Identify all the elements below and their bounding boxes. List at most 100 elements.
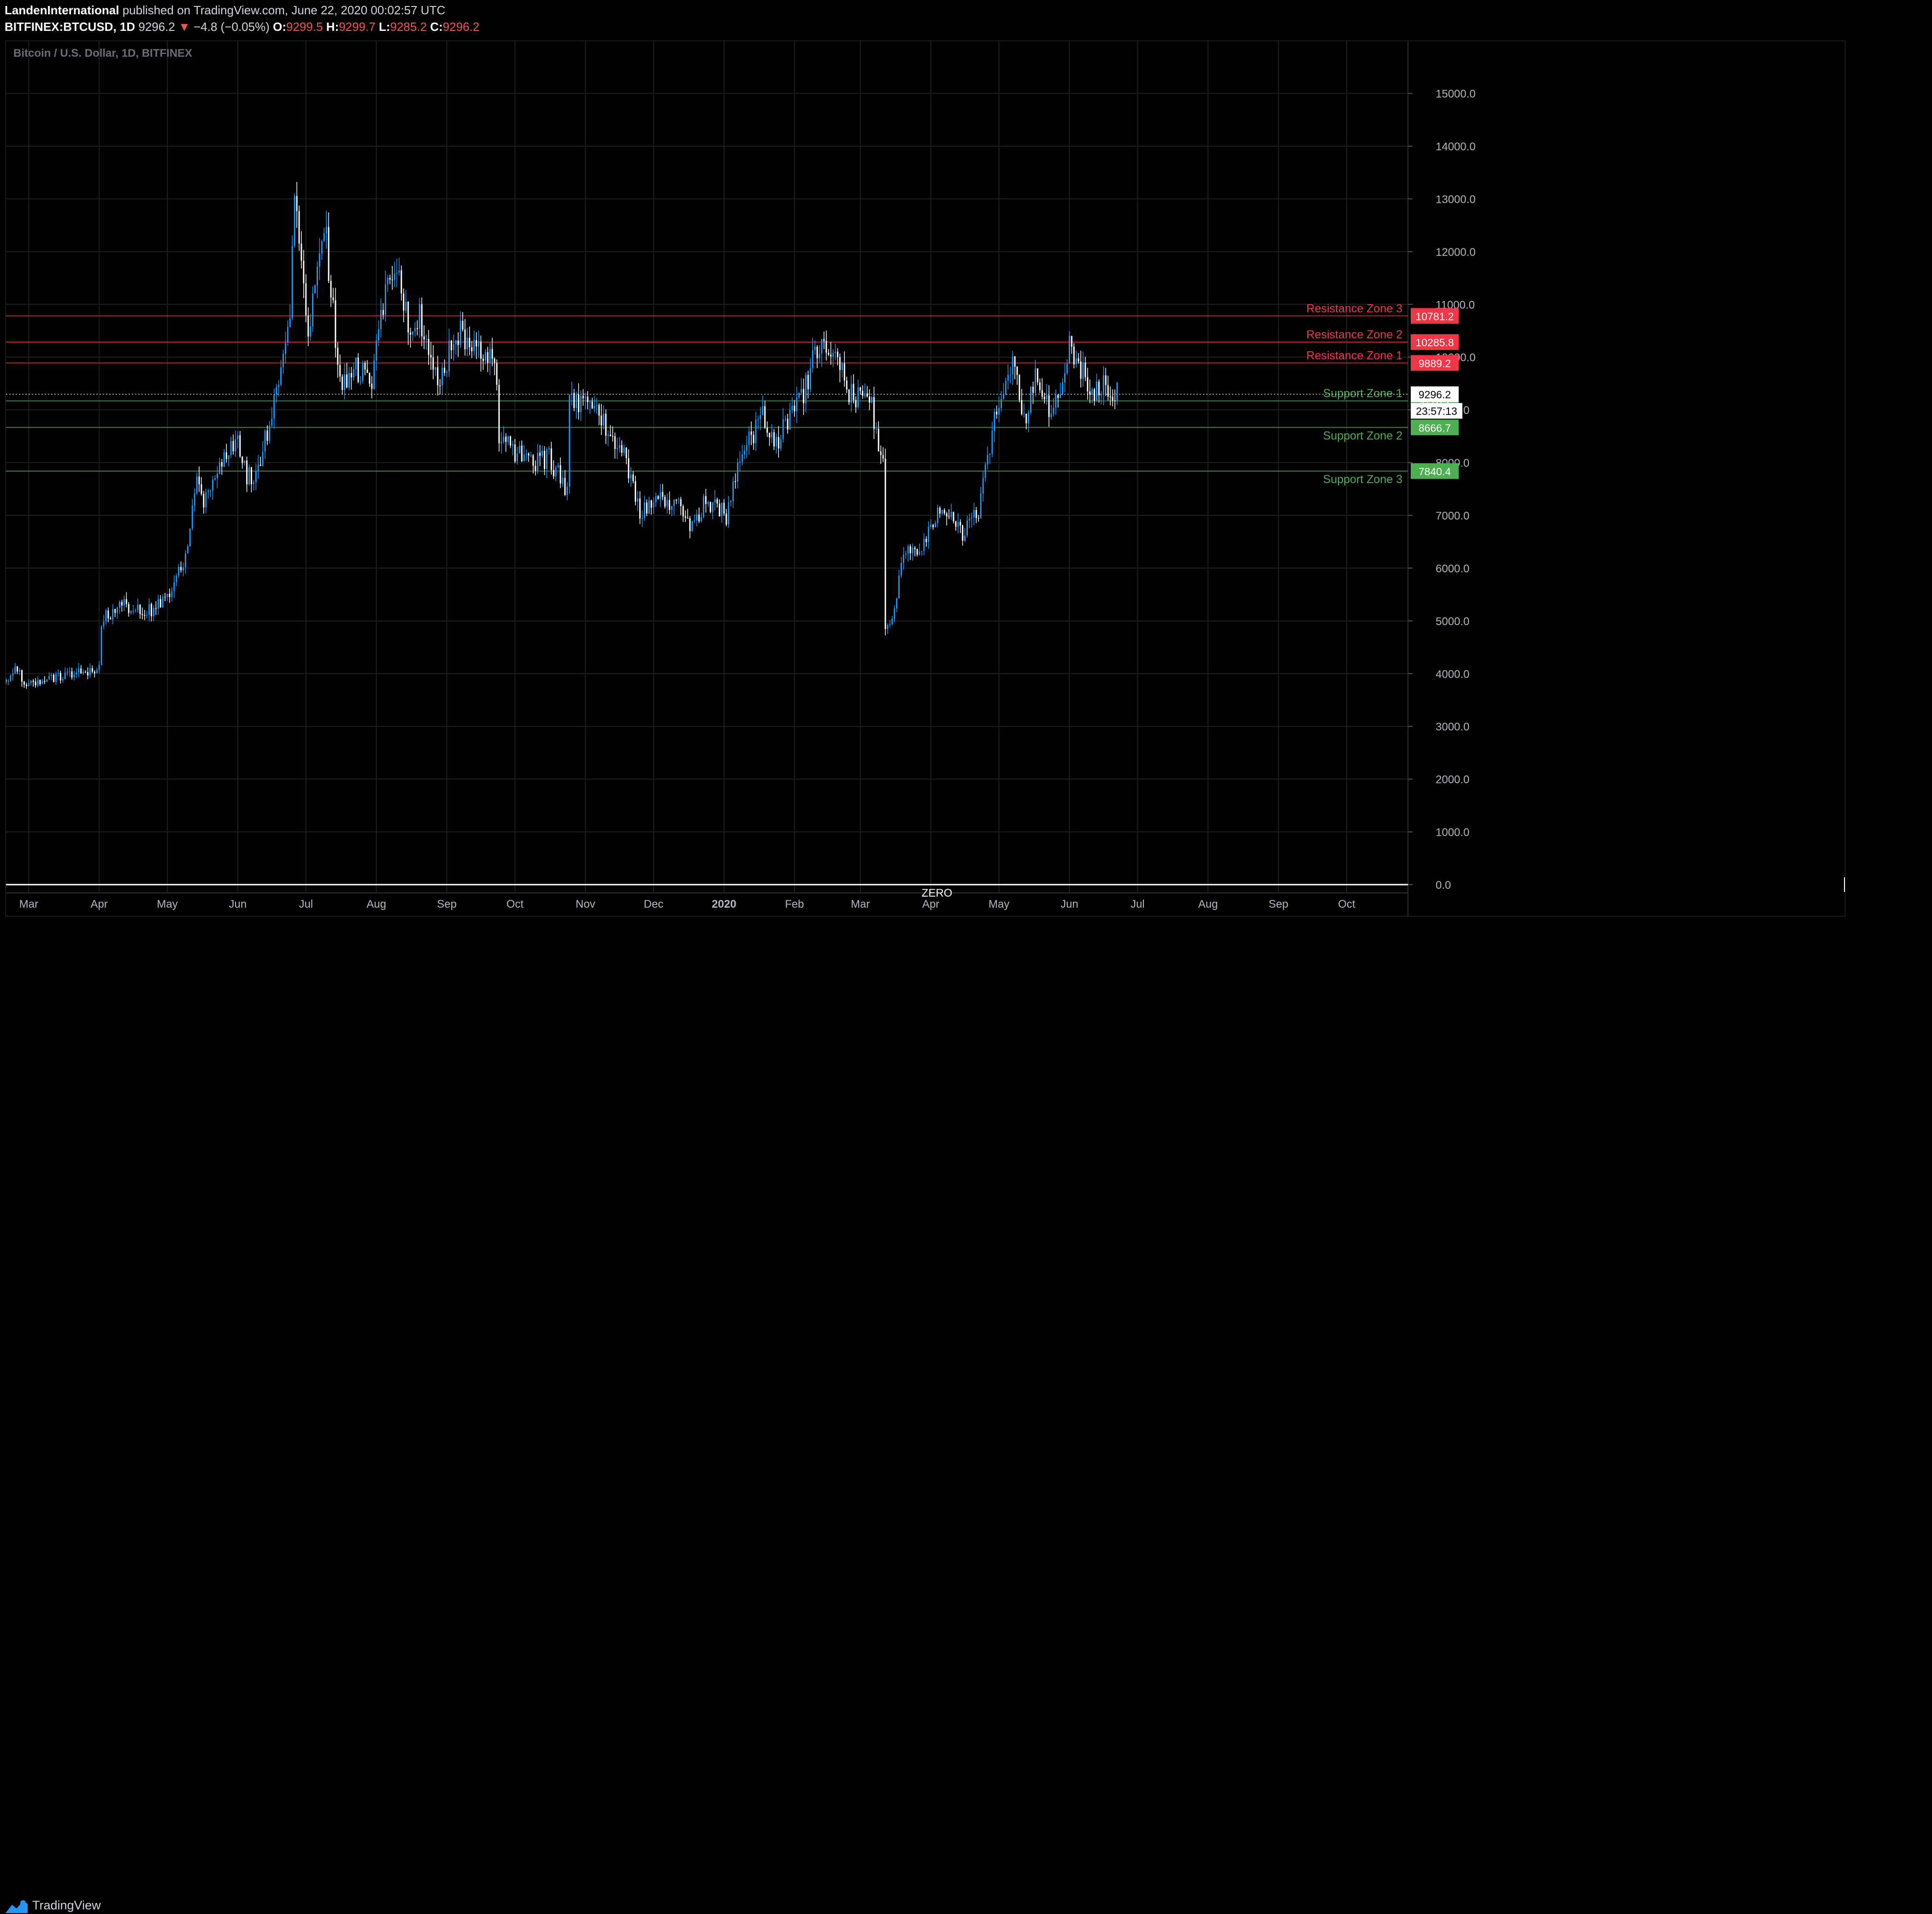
candle-body — [380, 310, 382, 330]
price-axis[interactable]: 0.0 1000.0 2000.0 3000.0 4000.0 5000.0 6000.0 7… — [1408, 88, 1476, 892]
candle-body — [300, 243, 302, 261]
candle-body — [23, 681, 25, 685]
candle-body — [1084, 362, 1086, 378]
candle-body — [989, 454, 991, 455]
price-label-text: 10781.2 — [1415, 310, 1454, 322]
candle-body — [1105, 375, 1107, 385]
price-label-box — [1844, 877, 1845, 892]
candle-body — [616, 448, 618, 449]
published-text: published on TradingView.com, June 22, 2… — [122, 3, 446, 17]
low-label: L: — [378, 20, 390, 34]
candle-body — [259, 465, 261, 466]
candle-body — [557, 465, 559, 467]
candle-body — [650, 500, 652, 508]
candle-body — [705, 496, 707, 504]
candle-body — [523, 454, 525, 461]
candle-body — [128, 604, 130, 613]
candle-body — [39, 679, 41, 685]
candle-body — [205, 492, 207, 508]
candle-body — [503, 437, 505, 442]
candle-body — [28, 683, 29, 686]
candle-body — [709, 502, 711, 512]
price-tick-label: 5000.0 — [1436, 615, 1469, 628]
candle-body — [660, 492, 661, 500]
candle-body — [684, 516, 686, 518]
price-tick-label: 14000.0 — [1436, 141, 1476, 153]
candle-body — [37, 679, 39, 685]
candle-body — [353, 369, 354, 378]
price-label-text: 9889.2 — [1419, 357, 1451, 369]
candle-body — [173, 582, 175, 591]
candle-body — [123, 599, 125, 606]
candle-body — [596, 405, 598, 406]
candle-body — [837, 351, 838, 357]
level-name: Resistance Zone 2 — [1307, 328, 1402, 341]
candle-body — [151, 604, 153, 616]
candle-body — [119, 602, 120, 608]
candle-body — [369, 372, 371, 384]
time-tick-label: Jul — [299, 898, 313, 910]
candle-body — [987, 455, 989, 465]
candle-body — [141, 614, 143, 615]
close-label: C: — [430, 20, 443, 34]
candle-body — [909, 546, 911, 554]
price-label-box — [1411, 419, 1459, 436]
tradingview-logo-icon[interactable] — [5, 1899, 29, 1914]
candle-body — [953, 512, 954, 521]
tradingview-brand[interactable]: TradingView — [32, 1898, 101, 1912]
candle-body — [332, 297, 334, 301]
candle-body — [591, 402, 593, 409]
candle-body — [12, 673, 14, 676]
candle-body — [707, 502, 709, 504]
countdown-text: 23:57:13 — [1416, 405, 1457, 417]
symbol-label[interactable]: BITFINEX:BTCUSD, 1D — [5, 20, 135, 34]
candle-body — [1100, 393, 1102, 396]
candle-body — [153, 608, 154, 616]
candle-body — [442, 367, 443, 385]
candle-body — [1082, 362, 1084, 379]
candle-body — [637, 498, 639, 502]
candle-body — [364, 363, 366, 370]
time-tick-label: Sep — [1269, 898, 1289, 910]
candle-body — [196, 476, 198, 494]
time-axis[interactable]: Mar Apr May Jun Jul Aug Sep Oct Nov Dec 2020 Feb Mar… — [19, 898, 1355, 910]
candle-body — [902, 554, 904, 563]
candle-body — [1039, 382, 1041, 390]
candle-body — [76, 672, 77, 674]
candle-body — [1109, 396, 1111, 397]
candle-body — [716, 499, 718, 504]
candle-body — [550, 448, 552, 470]
candle-body — [655, 496, 657, 502]
candle-body — [1066, 363, 1068, 373]
candle-body — [632, 474, 634, 481]
candle-body — [719, 503, 720, 516]
candle-body — [630, 474, 632, 478]
candle-body — [1114, 400, 1116, 402]
candle-body — [975, 510, 977, 518]
candle-body — [832, 353, 834, 357]
author-name[interactable]: LandenInternational — [5, 3, 119, 17]
close-value: 9296.2 — [442, 20, 480, 34]
open-value: 9299.5 — [286, 20, 323, 34]
candle-body — [344, 374, 346, 390]
candle-body — [594, 406, 595, 409]
candle-body — [809, 368, 811, 390]
price-chart[interactable]: Bitcoin / U.S. Dollar, 1D, BITFINEX Resi… — [6, 41, 1845, 916]
candle-body — [980, 493, 982, 518]
candle-body — [323, 233, 325, 242]
candle-body — [607, 435, 609, 436]
candle-body — [748, 431, 750, 445]
candle-body — [1091, 389, 1093, 395]
candle-body — [425, 339, 427, 340]
price-label-text: 8666.7 — [1419, 422, 1451, 434]
candle-body — [287, 327, 289, 343]
candle-body — [673, 500, 675, 506]
candle-body — [982, 478, 984, 494]
candle-body — [394, 273, 395, 280]
candle-body — [880, 451, 882, 455]
price-tick-label: 12000.0 — [1436, 246, 1476, 259]
candle-body — [671, 506, 673, 510]
candle-body — [873, 397, 875, 429]
candle-body — [114, 608, 116, 613]
chart-pane[interactable]: Bitcoin / U.S. Dollar, 1D, BITFINEX Resi… — [6, 41, 1845, 916]
